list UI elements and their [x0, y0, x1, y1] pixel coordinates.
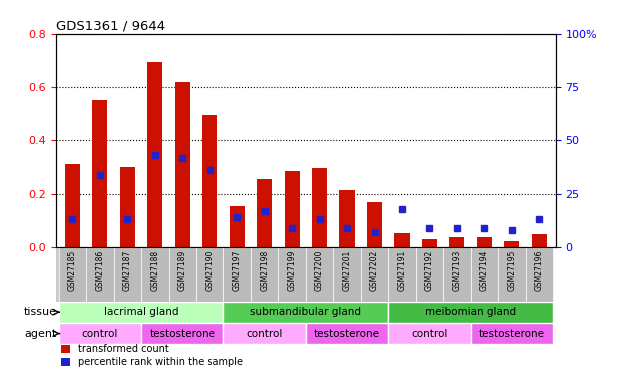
Bar: [532, 234, 547, 247]
Bar: [525, 247, 553, 302]
Bar: [361, 247, 388, 302]
Bar: [257, 179, 272, 247]
Bar: [471, 247, 498, 302]
Text: lacrimal gland: lacrimal gland: [104, 307, 178, 317]
Text: GSM27200: GSM27200: [315, 250, 324, 291]
Bar: [175, 82, 190, 247]
Bar: [147, 62, 162, 247]
Text: GSM27186: GSM27186: [96, 250, 104, 291]
Bar: [504, 240, 519, 247]
Text: GSM27195: GSM27195: [507, 250, 516, 291]
Bar: [333, 247, 361, 302]
Text: GSM27190: GSM27190: [205, 250, 214, 291]
Bar: [58, 302, 224, 323]
Bar: [388, 247, 415, 302]
Bar: [224, 247, 251, 302]
Text: testosterone: testosterone: [149, 328, 215, 339]
Text: testosterone: testosterone: [314, 328, 380, 339]
Legend: transformed count, percentile rank within the sample: transformed count, percentile rank withi…: [61, 344, 243, 368]
Bar: [120, 167, 135, 247]
Bar: [86, 247, 114, 302]
Bar: [168, 247, 196, 302]
Bar: [471, 323, 553, 344]
Text: control: control: [81, 328, 118, 339]
Text: control: control: [411, 328, 448, 339]
Bar: [388, 323, 471, 344]
Text: GSM27198: GSM27198: [260, 250, 269, 291]
Text: GSM27193: GSM27193: [453, 250, 461, 291]
Bar: [450, 237, 465, 247]
Text: meibomian gland: meibomian gland: [425, 307, 516, 317]
Bar: [65, 165, 80, 247]
Text: GSM27188: GSM27188: [150, 250, 159, 291]
Bar: [93, 100, 107, 247]
Bar: [340, 190, 355, 247]
Bar: [498, 247, 525, 302]
Bar: [312, 168, 327, 247]
Bar: [58, 323, 141, 344]
Text: GSM27201: GSM27201: [343, 250, 351, 291]
Text: agent: agent: [24, 328, 57, 339]
Bar: [141, 247, 168, 302]
Bar: [196, 247, 224, 302]
Bar: [224, 302, 388, 323]
Text: GSM27191: GSM27191: [397, 250, 407, 291]
Text: GSM27199: GSM27199: [288, 250, 297, 291]
Text: tissue: tissue: [24, 307, 57, 317]
Bar: [367, 202, 382, 247]
Bar: [230, 206, 245, 247]
Text: GSM27194: GSM27194: [480, 250, 489, 291]
Text: testosterone: testosterone: [479, 328, 545, 339]
Text: GSM27192: GSM27192: [425, 250, 434, 291]
Text: control: control: [247, 328, 283, 339]
Bar: [422, 239, 437, 247]
Bar: [306, 323, 388, 344]
Text: GSM27196: GSM27196: [535, 250, 544, 291]
Bar: [202, 115, 217, 247]
Bar: [284, 171, 300, 247]
Text: GSM27185: GSM27185: [68, 250, 77, 291]
Bar: [251, 247, 278, 302]
Bar: [415, 247, 443, 302]
Bar: [224, 323, 306, 344]
Bar: [114, 247, 141, 302]
Text: GDS1361 / 9644: GDS1361 / 9644: [56, 20, 165, 33]
Text: GSM27187: GSM27187: [123, 250, 132, 291]
Text: GSM27202: GSM27202: [370, 250, 379, 291]
Bar: [278, 247, 306, 302]
Bar: [394, 232, 409, 247]
Bar: [141, 323, 224, 344]
Bar: [306, 247, 333, 302]
Bar: [388, 302, 553, 323]
Bar: [477, 237, 492, 247]
Bar: [443, 247, 471, 302]
Text: submandibular gland: submandibular gland: [250, 307, 361, 317]
Text: GSM27189: GSM27189: [178, 250, 187, 291]
Text: GSM27197: GSM27197: [233, 250, 242, 291]
Bar: [58, 247, 86, 302]
